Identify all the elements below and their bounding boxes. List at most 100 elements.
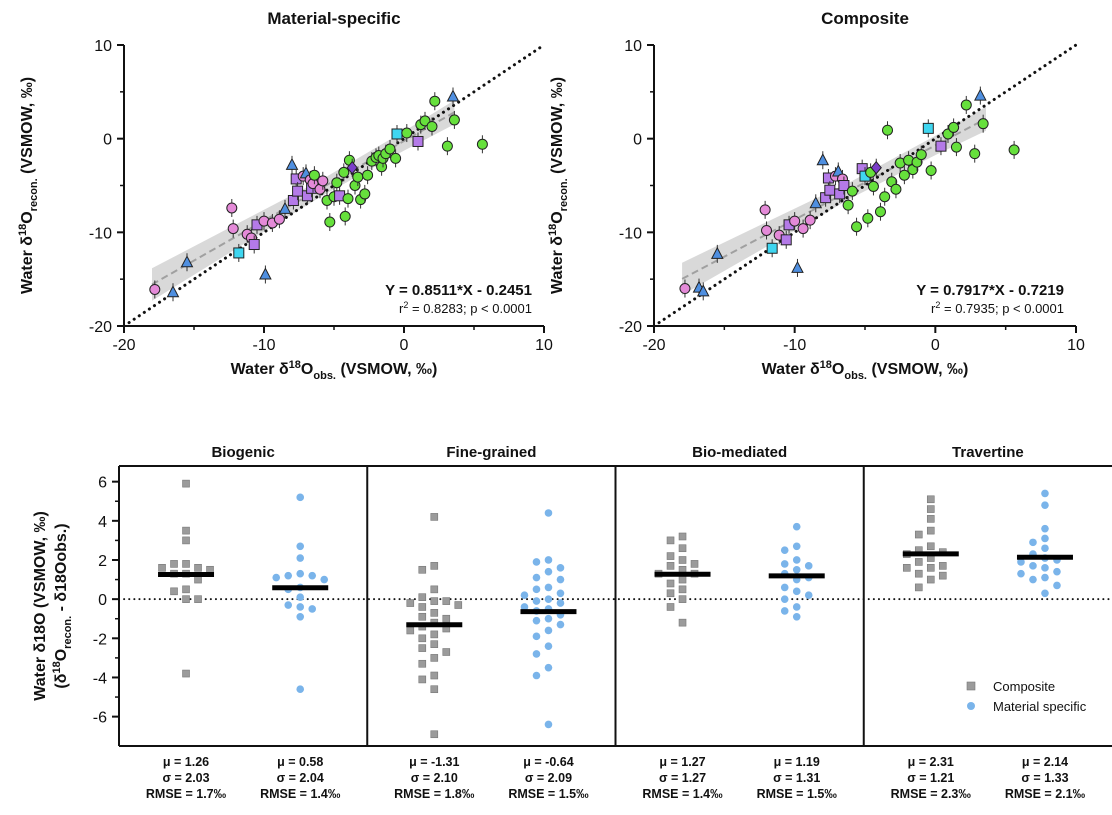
composite-point	[926, 495, 935, 504]
data-point	[977, 118, 989, 130]
composite-point	[938, 562, 947, 570]
data-point	[809, 196, 823, 209]
material-specific-point	[544, 595, 553, 603]
composite-point	[926, 526, 935, 535]
data-point	[346, 160, 358, 175]
composite-point	[926, 542, 935, 551]
composite-point	[914, 530, 923, 539]
strip-y-tick-label: -4	[93, 670, 107, 687]
stat-line: σ = 2.09	[525, 771, 572, 785]
y-tick-label: 10	[94, 38, 112, 55]
material-specific-point	[1017, 569, 1025, 578]
composite-point	[406, 599, 415, 607]
regression-stats: r2 = 0.8283; p < 0.0001	[399, 300, 532, 316]
legend-material-marker	[967, 702, 975, 710]
material-specific-point	[780, 583, 789, 592]
strip-y-tick-label: 6	[98, 475, 107, 492]
composite-point	[182, 479, 190, 488]
y-tick-label: 0	[633, 132, 642, 149]
scatter-panel-composite: Composite -20-20 -10 -10 0 0 10 10 Water δ18Oobs…	[547, 9, 1085, 382]
material-specific-point	[780, 595, 789, 603]
material-specific-point	[520, 603, 529, 611]
composite-point	[678, 532, 687, 541]
material-specific-point	[544, 626, 553, 635]
data-point	[842, 199, 854, 211]
material-specific-point	[296, 493, 305, 502]
stat-line: RMSE = 1.5‰	[508, 787, 589, 801]
material-specific-point	[320, 575, 329, 584]
composite-point	[666, 589, 675, 598]
regression-stats: r2 = 0.7935; p < 0.0001	[931, 300, 1064, 316]
material-specific-point	[308, 571, 317, 580]
y-tick-label: -20	[89, 319, 112, 336]
data-point	[429, 95, 441, 107]
chart-title: Material-specific	[267, 9, 400, 28]
composite-point	[430, 685, 439, 694]
data-point	[287, 194, 299, 206]
data-point	[867, 180, 879, 192]
strip-y-label-line1: Water δ18O (VSMOW, ‰)	[32, 511, 49, 701]
composite-point	[666, 603, 675, 611]
data-point	[292, 185, 304, 197]
data-point	[412, 135, 424, 147]
material-specific-point	[308, 605, 317, 613]
material-specific-point	[532, 632, 541, 641]
stat-line: μ = 1.26	[163, 755, 209, 769]
data-point	[838, 180, 850, 191]
material-specific-point	[520, 591, 529, 600]
data-point	[797, 223, 809, 235]
composite-point	[418, 634, 427, 643]
data-point	[824, 184, 836, 196]
data-point	[862, 212, 874, 224]
data-point	[696, 284, 710, 297]
material-specific-point	[296, 685, 305, 694]
composite-point	[182, 669, 190, 678]
material-specific-point	[544, 663, 553, 672]
composite-point	[158, 564, 166, 572]
strip-y-tick-label: 0	[98, 592, 107, 609]
data-point	[710, 246, 724, 259]
composite-point	[678, 575, 687, 584]
data-point	[362, 169, 374, 181]
composite-point	[442, 614, 451, 623]
strip-y-tick-label: -6	[93, 710, 107, 727]
data-point	[285, 157, 299, 170]
composite-point	[194, 564, 202, 572]
stat-line: σ = 1.33	[1021, 771, 1068, 785]
data-point	[948, 121, 960, 133]
stat-line: RMSE = 1.4‰	[260, 787, 341, 801]
material-specific-point	[792, 565, 801, 574]
panel-title: Bio-mediated	[692, 444, 787, 461]
material-specific-point	[1041, 544, 1049, 553]
material-specific-point	[296, 569, 305, 578]
material-specific-point	[532, 616, 541, 625]
stat-line: μ = 1.27	[659, 755, 705, 769]
material-specific-point	[556, 620, 565, 629]
material-specific-point	[792, 556, 801, 564]
material-specific-point	[1041, 489, 1049, 498]
material-specific-point	[780, 560, 789, 568]
composite-point	[926, 515, 935, 523]
material-specific-point	[1041, 573, 1049, 582]
material-specific-point	[556, 589, 565, 598]
data-point	[338, 166, 350, 178]
composite-point	[182, 585, 190, 594]
data-point	[226, 202, 238, 214]
composite-point	[926, 564, 935, 572]
composite-point	[418, 644, 427, 652]
legend-composite-marker	[966, 681, 976, 691]
composite-point	[194, 575, 202, 584]
composite-point	[666, 579, 675, 588]
y-tick-label: -20	[619, 319, 642, 336]
data-point	[339, 210, 351, 222]
data-point	[391, 128, 403, 140]
x-tick-label: 0	[400, 337, 409, 354]
data-point	[166, 285, 180, 298]
data-point	[969, 148, 981, 160]
data-point	[960, 99, 972, 111]
material-specific-point	[556, 575, 565, 584]
data-point	[324, 216, 336, 228]
data-point	[935, 140, 947, 152]
composite-point	[418, 612, 427, 621]
material-specific-point	[792, 612, 801, 621]
